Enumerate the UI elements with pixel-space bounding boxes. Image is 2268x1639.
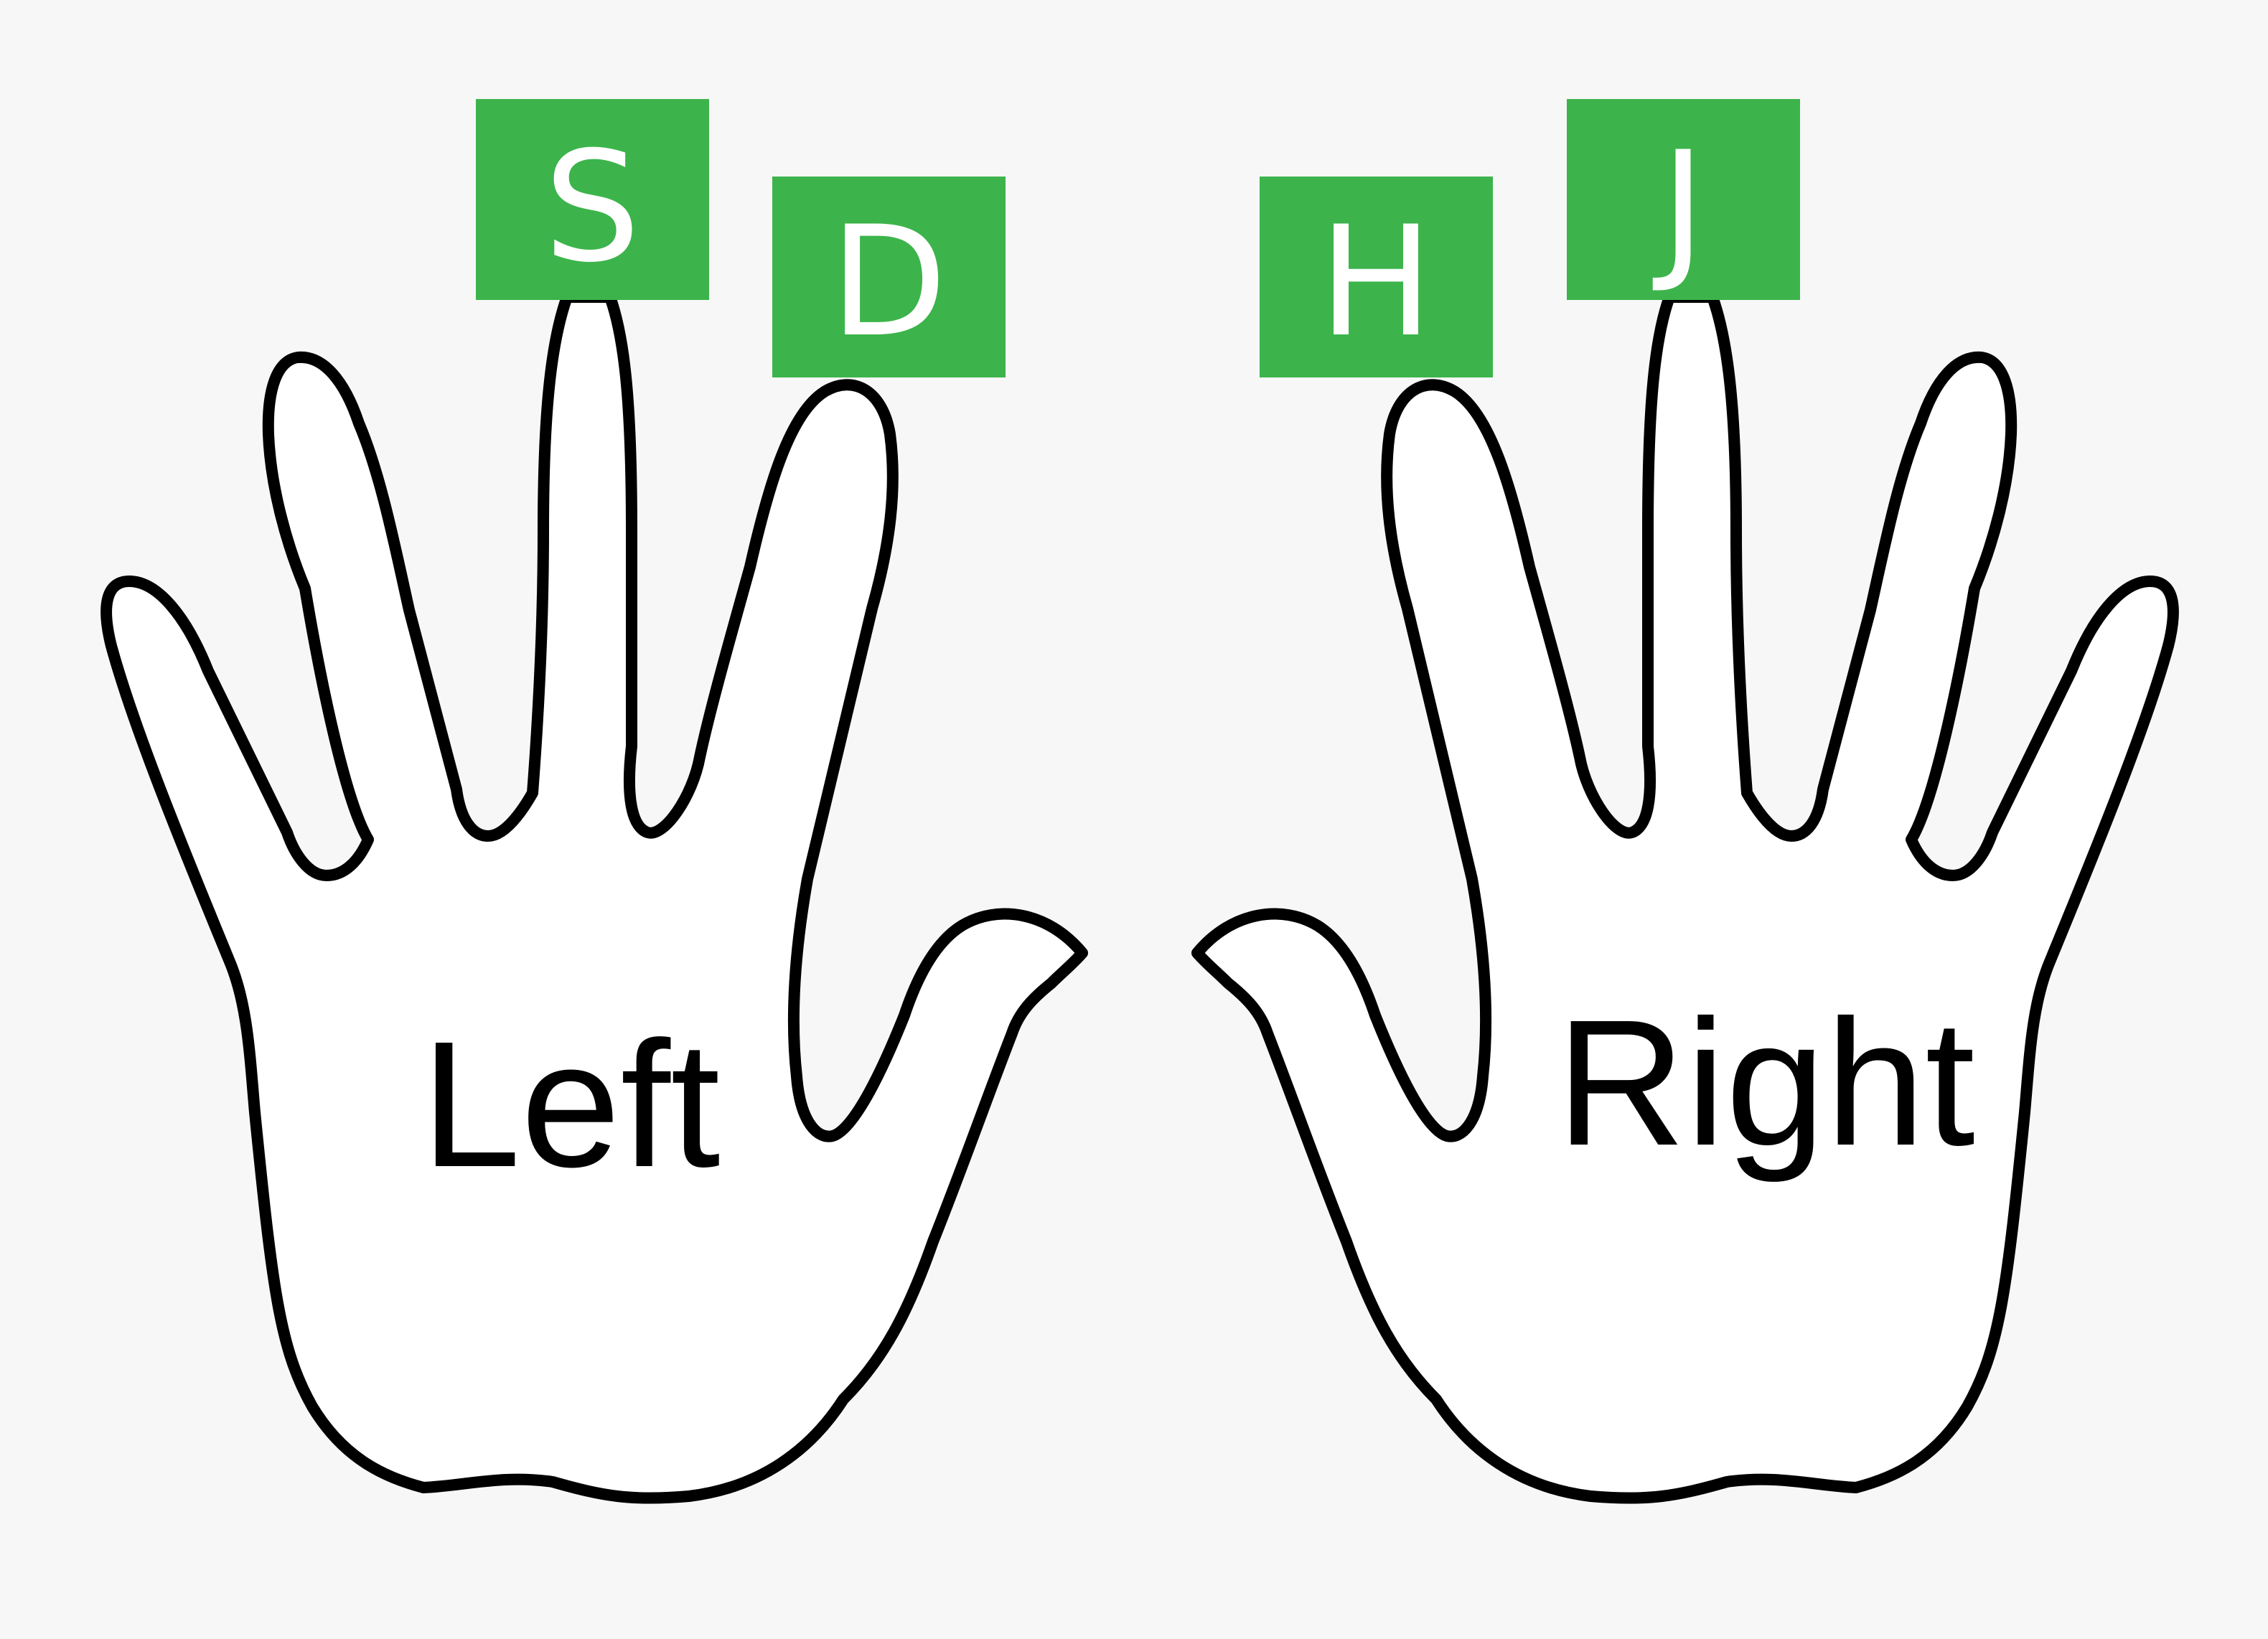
left-hand: Left [100, 291, 1088, 1504]
key-s: S [476, 99, 709, 300]
key-j-letter: J [1653, 118, 1706, 296]
right-hand-label: Right [1556, 982, 1975, 1183]
key-h: H [1260, 177, 1493, 377]
key-j-box [1567, 99, 1800, 300]
key-d-box [772, 177, 1006, 377]
right-hand-outline [1191, 291, 2179, 1504]
right-hand: Right [1191, 291, 2179, 1504]
key-d-letter: D [830, 193, 947, 370]
key-h-letter: H [1318, 193, 1433, 370]
key-s-letter: S [544, 118, 641, 296]
key-s-box [476, 99, 709, 300]
left-hand-outline [100, 291, 1088, 1504]
key-j: J [1567, 99, 1800, 300]
left-hand-label: Left [421, 1004, 721, 1204]
key-h-box [1260, 177, 1493, 377]
key-d: D [772, 177, 1006, 377]
